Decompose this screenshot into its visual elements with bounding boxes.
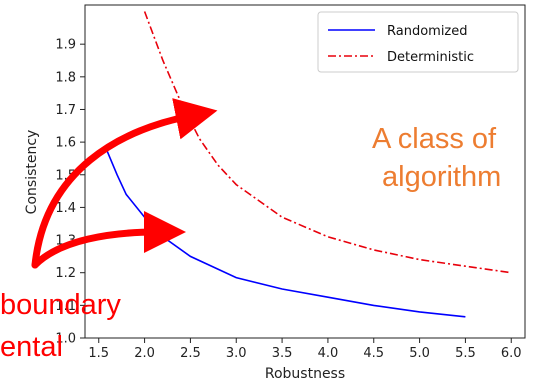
legend: Randomized Deterministic <box>317 11 519 73</box>
arrow-to-deterministic <box>31 98 218 269</box>
legend-label-deterministic: Deterministic <box>387 50 474 65</box>
x-tick-label: 2.0 <box>134 346 155 361</box>
y-tick-label: 1.0 <box>55 332 76 347</box>
boundary-annotation-line2: ental <box>0 331 63 363</box>
arrow-to-randomized <box>31 211 186 269</box>
plot-frame <box>84 4 526 339</box>
y-tick-label: 1.1 <box>55 299 76 314</box>
y-tick-label: 1.7 <box>55 103 76 118</box>
x-tick-label: 1.5 <box>88 346 109 361</box>
series-line-randomized <box>105 148 466 318</box>
y-axis-label: Consistency <box>24 130 40 215</box>
annotation-arrows <box>31 98 218 269</box>
y-tick-label: 1.4 <box>55 201 76 216</box>
y-tick-label: 1.9 <box>55 38 76 53</box>
y-tick-label: 1.8 <box>55 70 76 85</box>
class-annotation-line1: A class of <box>372 123 497 155</box>
x-tick-label: 3.5 <box>272 346 293 361</box>
legend-label-randomized: Randomized <box>387 24 468 39</box>
x-tick-label: 2.5 <box>180 346 201 361</box>
class-annotation-line2: algorithm <box>382 161 501 193</box>
x-tick-label: 3.0 <box>226 346 247 361</box>
series-line-deterministic <box>143 11 512 274</box>
y-tick-label: 1.6 <box>55 136 76 151</box>
x-tick-label: 4.0 <box>318 346 339 361</box>
x-tick-label: 5.0 <box>409 346 430 361</box>
boundary-annotation-line1: boundary <box>0 289 121 321</box>
x-axis-label: Robustness <box>265 366 345 382</box>
series-layer <box>105 11 512 318</box>
legend-box <box>317 11 519 73</box>
x-tick-label: 5.5 <box>455 346 476 361</box>
ticks-layer: 1.5 2.0 2.5 3.0 3.5 4.0 4.5 5.0 5.5 6.0 1.0 1.1 1.2 1… <box>55 38 521 361</box>
x-tick-label: 4.5 <box>363 346 384 361</box>
x-tick-label: 6.0 <box>501 346 522 361</box>
y-tick-label: 1.2 <box>55 266 76 281</box>
